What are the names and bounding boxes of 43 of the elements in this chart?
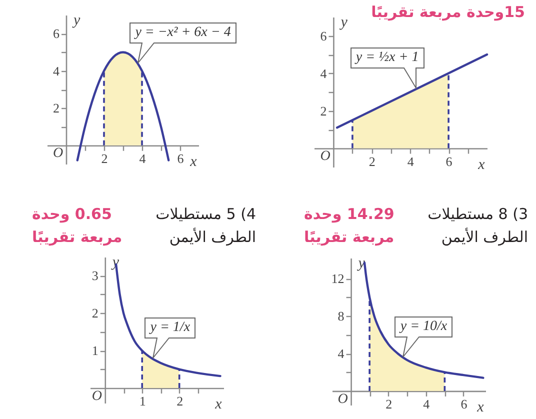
- annotation: y = 1/x: [148, 319, 192, 338]
- annotation: O: [320, 149, 330, 164]
- annotation: y = −x² + 6x − 4: [133, 24, 232, 42]
- y-tick-label: 8: [338, 308, 344, 324]
- y-tick-label: 3: [92, 268, 98, 284]
- x-tick-label: 1: [139, 394, 146, 409]
- x-tick-label: 2: [368, 154, 376, 169]
- x-tick-label: 2: [176, 394, 184, 409]
- x-tick-label: 4: [139, 150, 146, 166]
- y-tick-label: 4: [320, 66, 328, 81]
- x-axis-title: x: [189, 154, 198, 170]
- x-tick-label: 2: [101, 150, 108, 166]
- y-tick-label: 4: [53, 63, 60, 78]
- chart-subtitle: 14.29 وحدة مربعة تقريبًا: [304, 204, 396, 248]
- x-tick-label: 2: [386, 396, 392, 412]
- y-tick-label: 4: [338, 346, 345, 362]
- chart-subtitle: 15وحدة مربعة تقريبًا: [371, 2, 525, 23]
- annotation: O: [338, 392, 348, 407]
- y-tick-label: 2: [320, 103, 327, 118]
- annotation: O: [53, 146, 64, 162]
- x-axis-title: x: [476, 399, 484, 416]
- chart-subtitle: 0.65 وحدة مربعة تقريبًا: [32, 204, 124, 248]
- y-tick-label: 12: [331, 271, 344, 286]
- annotation: y = ½x + 1: [354, 49, 420, 68]
- x-tick-label: 6: [177, 150, 184, 166]
- y-tick-label: 6: [320, 28, 328, 44]
- x-tick-label: 6: [460, 396, 468, 412]
- y-axis-title: y: [72, 12, 80, 28]
- x-tick-label: 4: [407, 154, 414, 169]
- annotation: y = 10/x: [398, 318, 448, 336]
- y-axis-title: y: [338, 14, 348, 30]
- y-tick-label: 2: [53, 100, 60, 116]
- chart-title: 3) 8 مستطيلات الطرف الأيمن: [426, 204, 528, 248]
- y-tick-label: 6: [53, 26, 60, 42]
- line-series: [76, 51, 170, 162]
- annotation: O: [92, 389, 102, 404]
- x-axis-title: x: [477, 156, 486, 173]
- y-tick-label: 1: [92, 343, 98, 358]
- chart-title: 4) 5 مستطيلات الطرف الأيمن: [154, 204, 256, 248]
- x-tick-label: 6: [446, 154, 453, 169]
- x-tick-label: 4: [423, 396, 430, 412]
- x-axis-title: x: [214, 396, 222, 413]
- y-tick-label: 2: [92, 306, 98, 321]
